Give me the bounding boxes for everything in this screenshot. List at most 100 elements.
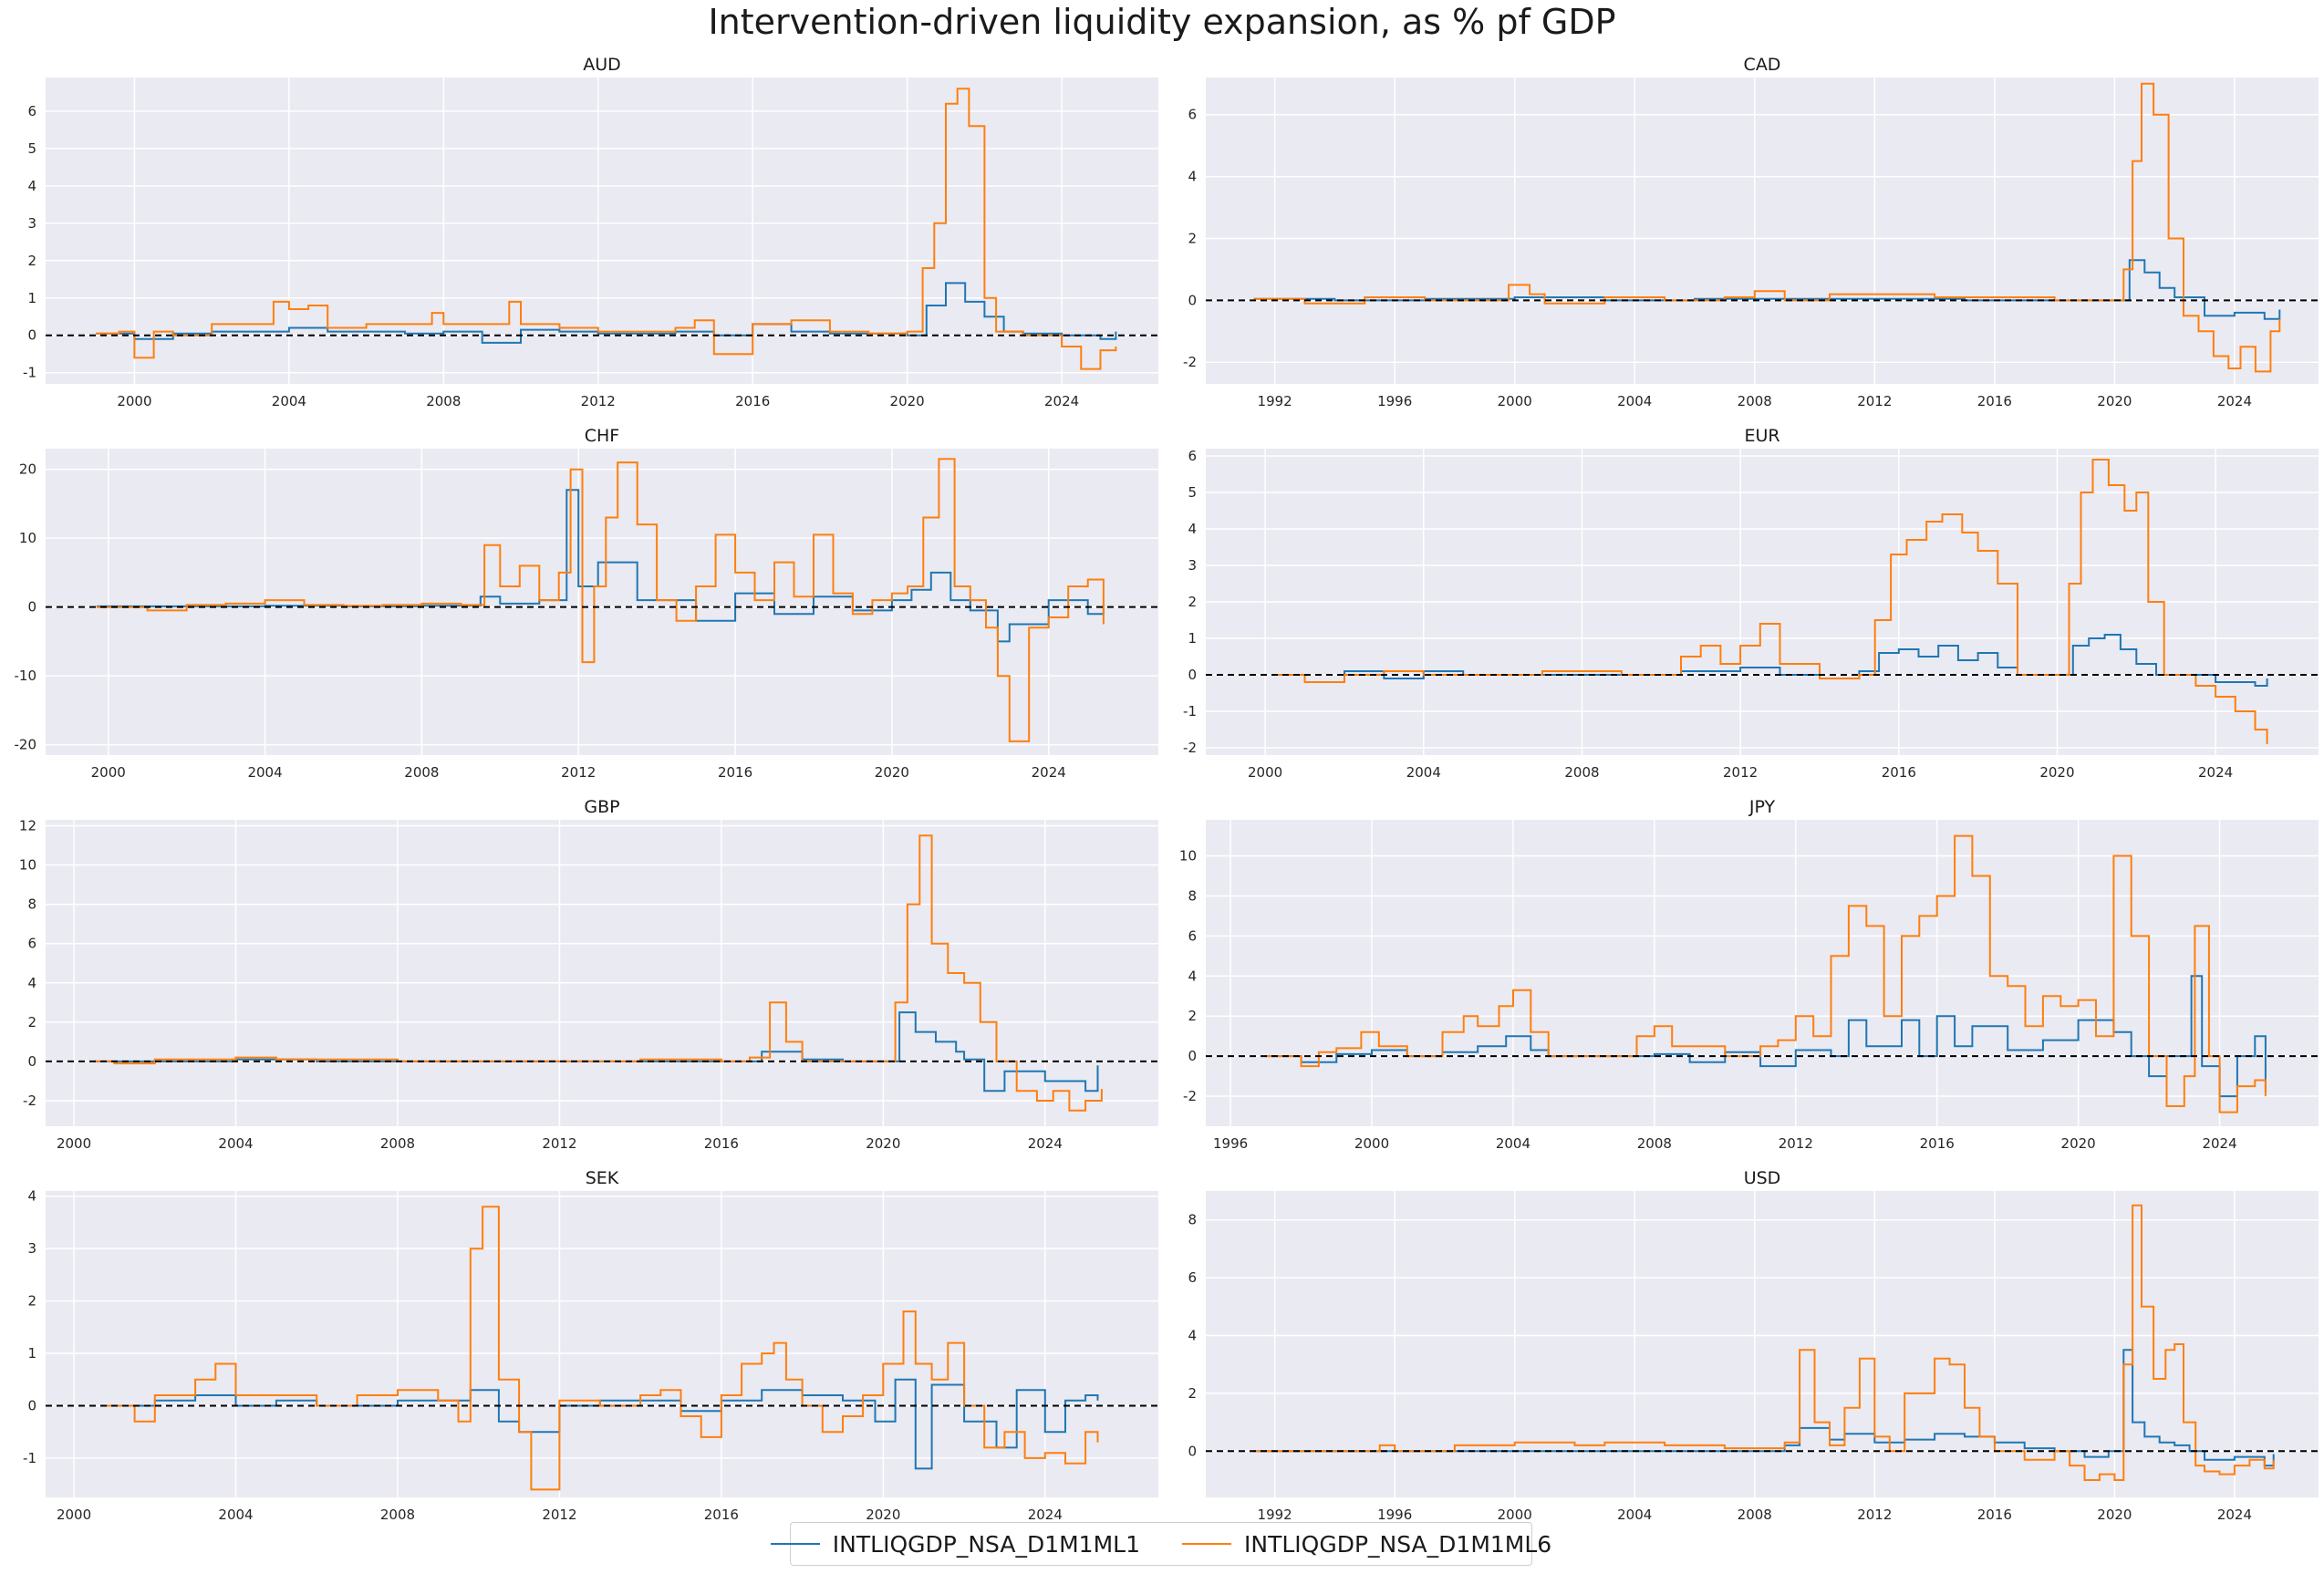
series-line-ml6: [1253, 1204, 2275, 1481]
x-tick-label: 2016: [1977, 393, 2012, 409]
legend-label-series-1: INTLIQGDP_NSA_D1M1ML1: [832, 1530, 1140, 1558]
x-tick-label: 2016: [704, 1507, 739, 1523]
x-tick-label: 1996: [1377, 393, 1412, 409]
x-tick-label: 2016: [718, 764, 752, 781]
x-tick-label: 2012: [542, 1135, 576, 1152]
y-tick-label: 4: [27, 1188, 36, 1205]
y-tick-label: 4: [27, 975, 36, 991]
x-tick-label: 2008: [380, 1507, 415, 1523]
y-tick-label: -10: [15, 668, 37, 684]
x-tick-label: 2008: [426, 393, 461, 409]
x-tick-label: 2024: [2217, 1507, 2252, 1523]
y-tick-label: 2: [27, 1293, 36, 1310]
y-tick-label: 5: [1188, 484, 1197, 501]
y-tick-label: 6: [27, 103, 36, 119]
x-tick-label: 2016: [1882, 764, 1916, 781]
y-tick-label: -1: [1183, 703, 1197, 720]
y-tick-label: 4: [27, 178, 36, 194]
y-tick-label: 8: [27, 896, 36, 913]
x-tick-label: 2024: [1028, 1507, 1063, 1523]
panel-cad: 1992 1996 2000 2004 2008 2012 2016 2020 2024 -2 0 2…: [1183, 55, 2319, 409]
x-tick-label: 2012: [561, 764, 596, 781]
x-tick-label: 2008: [1637, 1135, 1672, 1152]
x-tick-label: 2024: [2217, 393, 2252, 409]
y-tick-label: 4: [1188, 169, 1197, 185]
series-line-ml6: [96, 88, 1117, 370]
y-tick-label: 0: [27, 1053, 36, 1070]
x-tick-label: 2000: [57, 1507, 91, 1523]
y-tick-label: 3: [1188, 557, 1197, 574]
y-tick-label: 12: [19, 817, 36, 834]
legend: INTLIQGDP_NSA_D1M1ML1 INTLIQGDP_NSA_D1M1…: [770, 1522, 1551, 1566]
x-tick-label: 2024: [1044, 393, 1079, 409]
panel-eur: 2000 2004 2008 2012 2016 2020 2024 -2 -1 0 1 2 3 4 5 6 E…: [1183, 426, 2319, 781]
x-tick-label: 2004: [1406, 764, 1441, 781]
y-tick-label: 3: [27, 1240, 36, 1257]
x-tick-label: 1992: [1258, 1507, 1292, 1523]
x-tick-label: 2020: [866, 1507, 900, 1523]
x-tick-label: 2016: [704, 1135, 739, 1152]
y-tick-label: -20: [15, 737, 37, 753]
x-tick-label: 2004: [218, 1507, 253, 1523]
y-tick-label: 0: [1188, 292, 1197, 308]
panel-background: [1206, 820, 2319, 1126]
y-tick-label: 0: [1188, 1048, 1197, 1064]
x-tick-label: 2020: [890, 393, 925, 409]
x-tick-label: 2016: [1977, 1507, 2012, 1523]
y-tick-label: 0: [27, 327, 36, 344]
series-line-ml6: [96, 458, 1105, 742]
x-tick-label: 2008: [404, 764, 439, 781]
x-tick-label: 2008: [1738, 1507, 1772, 1523]
panel-chf: 2000 2004 2008 2012 2016 2020 2024 -20 -10 0 10 20 C…: [15, 426, 1158, 781]
x-tick-label: 2020: [866, 1135, 900, 1152]
x-tick-label: 2008: [1564, 764, 1599, 781]
y-tick-label: -2: [1183, 740, 1197, 756]
panel-gbp: 2000 2004 2008 2012 2016 2020 2024 -2 0 2 4 6 8 10 12 G…: [19, 797, 1158, 1152]
x-tick-label: 2012: [542, 1507, 576, 1523]
panel-background: [1206, 78, 2319, 384]
panel-title: CAD: [1744, 55, 1781, 75]
panel-title: AUD: [583, 55, 621, 75]
x-tick-label: 2016: [1920, 1135, 1955, 1152]
x-tick-label: 2000: [117, 393, 151, 409]
y-tick-label: 6: [1188, 448, 1197, 464]
x-tick-label: 2004: [1617, 1507, 1652, 1523]
x-tick-label: 2000: [57, 1135, 91, 1152]
y-tick-label: 8: [1188, 1212, 1197, 1228]
y-tick-label: 6: [27, 936, 36, 952]
x-tick-label: 1992: [1258, 393, 1292, 409]
y-tick-label: 4: [1188, 1327, 1197, 1343]
y-tick-label: 1: [27, 290, 36, 306]
y-tick-label: 2: [1188, 594, 1197, 610]
chart-title: Intervention-driven liquidity expansion,…: [708, 2, 1616, 42]
y-tick-label: 10: [19, 530, 36, 546]
y-tick-label: 0: [27, 1397, 36, 1413]
y-tick-label: 3: [27, 215, 36, 232]
x-tick-label: 2024: [1032, 764, 1066, 781]
x-tick-label: 2012: [1857, 1507, 1892, 1523]
y-tick-label: 0: [27, 599, 36, 616]
y-tick-label: 0: [1188, 667, 1197, 683]
x-tick-label: 2024: [2198, 764, 2233, 781]
y-tick-label: -2: [1183, 1088, 1197, 1104]
legend-line-series-1: [770, 1543, 820, 1545]
series-line-ml6: [1253, 82, 2281, 373]
series-line-ml6: [1272, 459, 2268, 744]
panel-title: CHF: [585, 426, 619, 446]
x-tick-label: 2020: [2061, 1135, 2096, 1152]
x-tick-label: 2008: [1738, 393, 1772, 409]
x-tick-label: 2024: [1028, 1135, 1063, 1152]
y-tick-label: 1: [1188, 630, 1197, 647]
y-tick-label: 0: [1188, 1443, 1197, 1459]
y-tick-label: 2: [1188, 1008, 1197, 1024]
y-tick-label: 4: [1188, 521, 1197, 537]
panel-title: SEK: [586, 1168, 619, 1188]
panel-background: [46, 78, 1158, 384]
y-tick-label: 8: [1188, 887, 1197, 904]
x-tick-label: 2004: [1496, 1135, 1530, 1152]
x-tick-label: 2004: [247, 764, 282, 781]
y-tick-label: -1: [23, 365, 36, 381]
y-tick-label: 6: [1188, 927, 1197, 944]
x-tick-label: 2020: [875, 764, 909, 781]
x-tick-label: 2020: [2097, 1507, 2132, 1523]
